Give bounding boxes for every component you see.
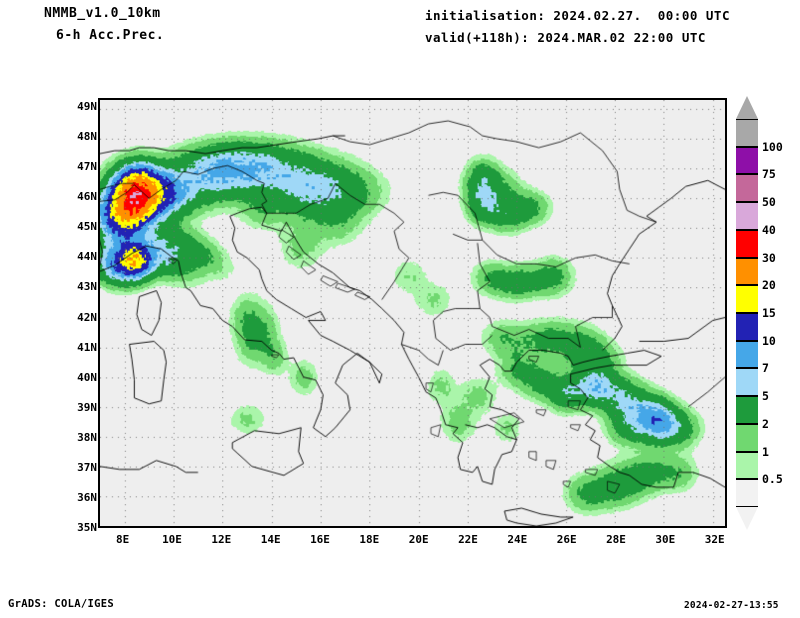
lon-tick-label: 28E (606, 533, 626, 546)
colorbar-under-arrow (736, 507, 758, 530)
initialisation-time: initialisation: 2024.02.27. 00:00 UTC (425, 8, 730, 23)
colorbar-tick: 100 (762, 139, 783, 154)
lat-tick-label: 44N (77, 250, 97, 264)
lon-tick-label: 26E (556, 533, 577, 546)
colorbar-band (736, 396, 758, 424)
colorbar-tick: 2 (762, 416, 769, 431)
model-title: NMMB_v1.0_10km (44, 6, 161, 21)
lon-tick-label: 22E (458, 533, 478, 546)
lon-tick-label: 8E (116, 533, 130, 546)
lon-tick-label: 20E (408, 533, 429, 546)
colorbar-band (736, 479, 758, 507)
colorbar-band (736, 423, 758, 452)
colorbar-band (736, 368, 758, 397)
colorbar-tick: 40 (762, 222, 776, 237)
colorbar-tick: 10 (762, 333, 776, 348)
colorbar-band (736, 119, 758, 147)
grads-credit: GrADS: COLA/IGES (8, 598, 114, 610)
colorbar-tick: 1 (762, 444, 769, 459)
lat-tick-label: 47N (77, 160, 97, 174)
lat-tick-label: 43N (77, 280, 97, 294)
valid-time: valid(+118h): 2024.MAR.02 22:00 UTC (425, 30, 706, 45)
lat-tick-label: 36N (77, 490, 97, 504)
lat-tick-label: 39N (77, 400, 97, 414)
field-title: 6-h Acc.Prec. (56, 28, 165, 43)
colorbar-tick: 5 (762, 389, 769, 404)
colorbar (736, 119, 758, 507)
precipitation-field (100, 100, 725, 526)
lat-tick-label: 42N (77, 310, 97, 324)
lat-tick-label: 38N (77, 430, 97, 444)
lon-tick-label: 12E (211, 533, 232, 546)
colorbar-tick: 0.5 (762, 472, 783, 487)
lat-tick-label: 35N (77, 521, 97, 534)
colorbar-tick: 30 (762, 250, 776, 265)
colorbar-band (736, 146, 758, 175)
lat-tick-label: 41N (77, 340, 97, 354)
lon-tick-label: 24E (507, 533, 528, 546)
lon-tick-label: 18E (359, 533, 380, 546)
lat-tick-label: 45N (77, 220, 97, 234)
colorbar-band (736, 202, 758, 230)
map-plot-area (98, 98, 727, 528)
lon-tick-label: 16E (310, 533, 330, 546)
colorbar-over-arrow (736, 96, 758, 119)
lat-tick-label: 48N (77, 130, 97, 144)
colorbar-band (736, 257, 758, 286)
colorbar-tick: 15 (762, 306, 776, 320)
lon-tick-label: 14E (260, 533, 281, 546)
colorbar-band (736, 340, 758, 369)
colorbar-tick: 50 (762, 195, 776, 210)
colorbar-tick: 75 (762, 167, 776, 182)
lat-tick-label: 37N (77, 460, 97, 474)
colorbar-band (736, 285, 758, 313)
lat-tick-label: 40N (77, 370, 97, 384)
lat-tick-label: 49N (77, 100, 97, 114)
lon-tick-label: 30E (655, 533, 676, 546)
colorbar-band (736, 174, 758, 203)
render-timestamp: 2024-02-27-13:55 (684, 600, 779, 611)
colorbar-band (736, 313, 758, 341)
lon-tick-label: 10E (162, 533, 182, 546)
colorbar-band (736, 229, 758, 258)
colorbar-band (736, 451, 758, 480)
lat-tick-label: 46N (77, 190, 97, 204)
lon-tick-label: 32E (704, 533, 725, 546)
colorbar-tick: 7 (762, 361, 769, 376)
colorbar-tick: 20 (762, 278, 776, 293)
